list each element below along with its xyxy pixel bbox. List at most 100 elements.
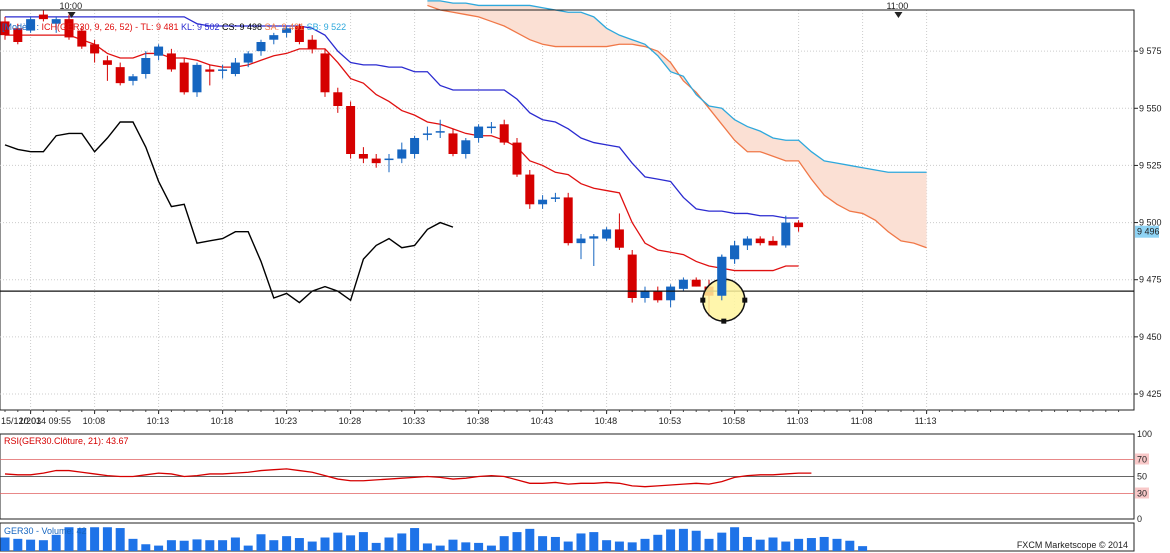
candle: [781, 215, 791, 248]
candle-body: [346, 106, 356, 154]
legend-model: [Modèle :: [2, 22, 42, 32]
candle-body: [269, 35, 279, 40]
candle-body: [717, 256, 727, 296]
volume-bar: [0, 537, 10, 551]
candle: [678, 277, 688, 292]
candle: [179, 58, 189, 95]
candle-body: [294, 26, 304, 42]
candle-body: [102, 60, 112, 65]
volume-bar: [640, 538, 650, 551]
candle: [512, 138, 522, 177]
candle: [358, 147, 368, 164]
volume-bar: [653, 534, 663, 551]
x-tick-label: 11:08: [851, 416, 873, 426]
x-tick-label: 10:33: [403, 416, 426, 426]
candle: [218, 64, 228, 79]
volume-bar: [294, 538, 304, 551]
y-tick-label: 9 525: [1139, 160, 1162, 170]
candle-body: [256, 42, 266, 52]
rsi-level-box: [1135, 453, 1149, 465]
start-date-label: 15/12/2014 09:55: [1, 416, 71, 426]
candle-body: [333, 92, 343, 106]
candle: [371, 154, 381, 168]
legend-tl: TL: 9 481: [140, 22, 178, 32]
candle: [128, 74, 138, 86]
x-tick-label: 10:28: [339, 416, 362, 426]
candle-body: [499, 124, 509, 143]
candle-body: [781, 222, 791, 246]
candle-body: [166, 53, 176, 70]
volume-bar: [141, 544, 151, 551]
candle-body: [512, 142, 522, 175]
kijun-line: [5, 16, 799, 219]
volume-bar: [13, 538, 23, 551]
candle-body: [768, 240, 778, 246]
volume-bar: [64, 527, 74, 551]
candle: [794, 220, 804, 232]
candle-body: [192, 64, 202, 93]
indicator-lines: [4, 0, 927, 304]
candle-body: [64, 19, 74, 38]
footer-credit: FXCM Marketscope © 2014: [1016, 540, 1128, 550]
time-x-axis: 10:03 10:08 10:13 10:18 10:23 10:28 10:33 10:38…: [4, 410, 1120, 426]
rsi-y-axis: 100 70 50 30 0: [1135, 429, 1152, 524]
candle-body: [614, 229, 624, 248]
candle-body: [666, 286, 676, 301]
candle-body: [422, 133, 432, 135]
volume-bar: [845, 540, 855, 551]
candle: [64, 14, 74, 40]
volume-bar: [858, 546, 868, 551]
volume-bar: [410, 528, 420, 551]
volume-bar: [358, 532, 368, 551]
top-time-label: 11:00: [886, 1, 908, 11]
candle-body: [26, 19, 36, 31]
candle-body: [38, 14, 48, 20]
x-tick-label: 10:53: [659, 416, 682, 426]
candle-body: [602, 229, 612, 239]
candle: [448, 128, 458, 157]
volume-bar: [371, 542, 381, 551]
volume-bar: [256, 534, 266, 551]
x-tick-label: 10:38: [467, 416, 490, 426]
candle: [563, 192, 573, 246]
volume-bar: [166, 540, 176, 551]
candle-body: [141, 58, 151, 74]
candle-body: [243, 53, 253, 63]
rsi-series: [4, 468, 812, 488]
legend-kl: KL: 9 502: [181, 22, 220, 32]
candle-body: [474, 126, 484, 138]
candle: [525, 170, 535, 209]
candle: [141, 51, 151, 79]
volume-bar: [461, 542, 471, 551]
legend-sb: SB: 9 522: [307, 22, 347, 32]
top-time-label: 10:00: [60, 1, 83, 11]
candle: [410, 135, 420, 159]
candle-body: [627, 254, 637, 298]
candle-body: [730, 245, 740, 260]
highlight-circle: [700, 240, 748, 324]
volume-bar: [154, 545, 164, 551]
volume-bar: [243, 545, 253, 551]
candle: [755, 236, 765, 246]
volume-bar: [333, 532, 343, 551]
candle-body: [461, 140, 471, 154]
volume-bar: [90, 527, 100, 551]
rsi-panel: 100 70 50 30 0 RSI(GER30.Clôture, 21): 43.67: [0, 429, 1152, 524]
volume-bar: [269, 540, 279, 551]
candle-body: [371, 158, 381, 164]
candle-body: [397, 149, 407, 159]
volume-bar: [691, 530, 701, 551]
candle-body: [653, 291, 663, 301]
top-axis-marker: [67, 12, 76, 18]
candle: [397, 142, 407, 164]
candle: [576, 234, 586, 260]
volume-bar: [806, 538, 816, 551]
candle: [614, 213, 624, 250]
volume-bar: [781, 541, 791, 551]
candle: [538, 195, 548, 209]
candle: [90, 39, 100, 63]
candle: [307, 35, 317, 54]
volume-bar: [717, 532, 727, 551]
candle: [294, 23, 304, 45]
